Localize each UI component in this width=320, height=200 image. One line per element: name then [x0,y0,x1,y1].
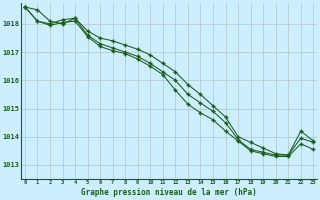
X-axis label: Graphe pression niveau de la mer (hPa): Graphe pression niveau de la mer (hPa) [81,188,257,197]
